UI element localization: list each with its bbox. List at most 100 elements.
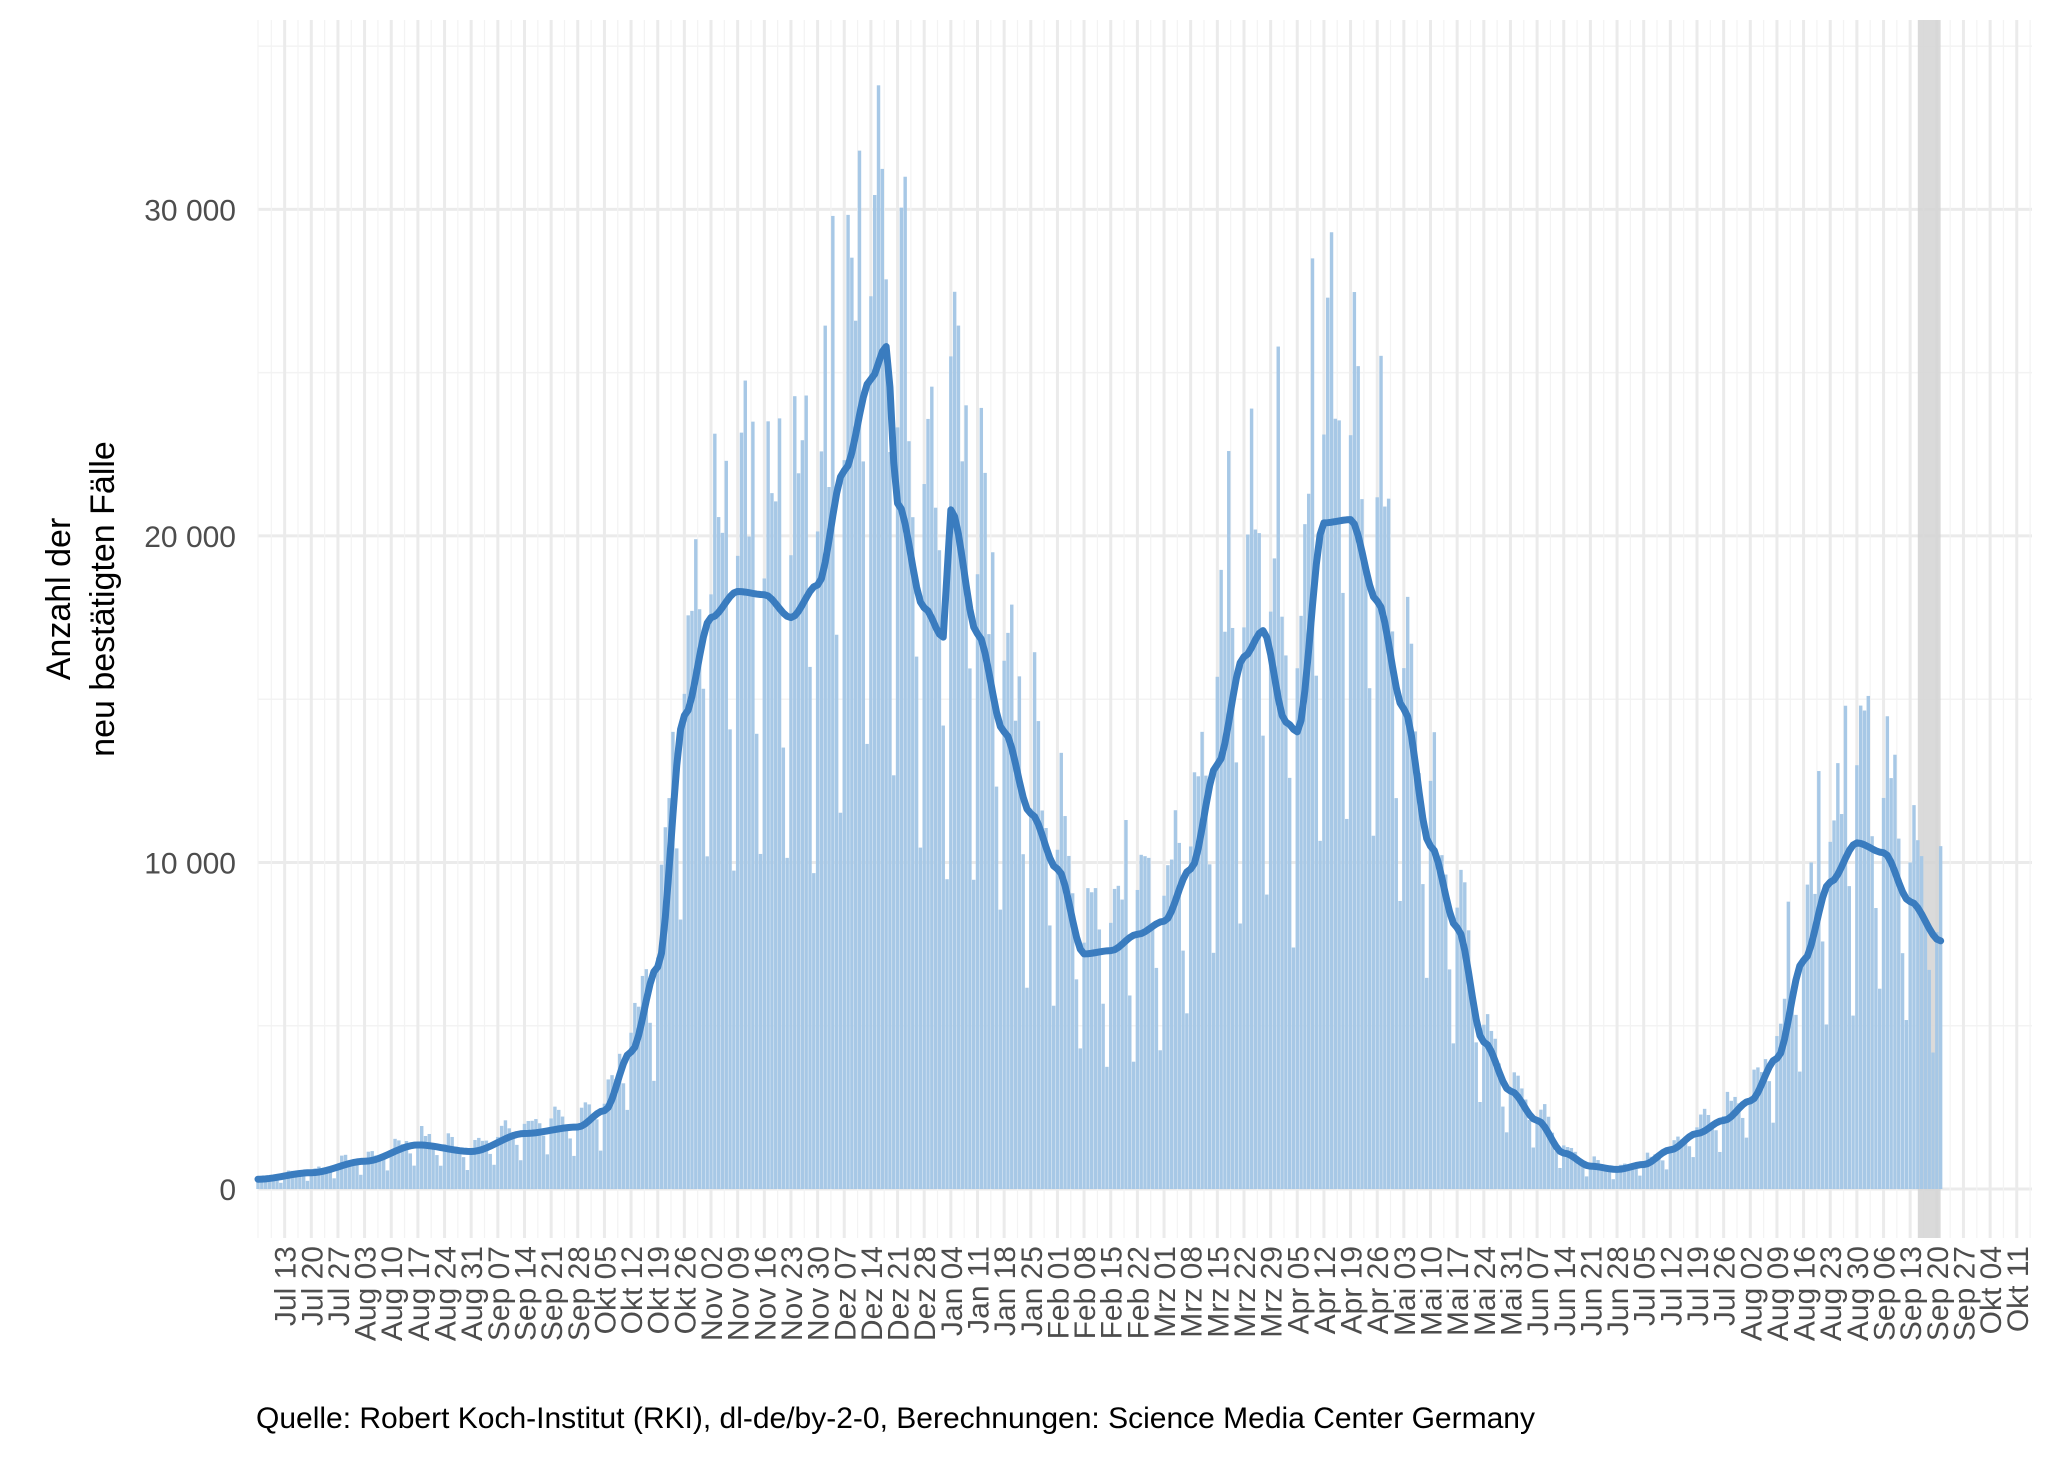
daily-bar bbox=[1836, 763, 1840, 1190]
daily-bar bbox=[530, 1120, 534, 1190]
daily-bar bbox=[1223, 631, 1227, 1190]
daily-bar bbox=[907, 441, 911, 1190]
daily-bar bbox=[1135, 889, 1140, 1190]
daily-bar bbox=[1626, 1165, 1631, 1190]
daily-bar bbox=[865, 743, 869, 1190]
x-tick-label: Jan 11 bbox=[963, 1246, 996, 1334]
daily-bar bbox=[313, 1168, 317, 1190]
daily-bar bbox=[1885, 716, 1890, 1190]
daily-bar bbox=[526, 1121, 531, 1190]
daily-bar bbox=[553, 1106, 557, 1190]
daily-bar bbox=[979, 407, 984, 1190]
daily-bar bbox=[937, 550, 942, 1190]
daily-bar bbox=[374, 1155, 378, 1190]
daily-bar bbox=[362, 1158, 367, 1190]
daily-bar bbox=[872, 195, 877, 1190]
x-tick-label: Mrz 08 bbox=[1176, 1246, 1209, 1338]
daily-bar bbox=[1672, 1140, 1676, 1190]
x-tick-label: Nov 02 bbox=[696, 1246, 729, 1341]
daily-bar bbox=[1683, 1136, 1688, 1190]
daily-bar bbox=[1208, 864, 1212, 1190]
x-tick-label: Sep 14 bbox=[509, 1246, 542, 1341]
daily-bar bbox=[621, 1083, 626, 1190]
x-tick-label: Jul 12 bbox=[1655, 1246, 1688, 1326]
daily-bar bbox=[895, 427, 900, 1190]
x-tick-label: Feb 01 bbox=[1042, 1246, 1075, 1339]
daily-bar bbox=[1227, 451, 1231, 1190]
daily-bar bbox=[1908, 862, 1912, 1190]
daily-bar bbox=[1268, 611, 1273, 1190]
daily-bar bbox=[492, 1164, 496, 1190]
daily-bar bbox=[1230, 627, 1235, 1190]
daily-bar bbox=[568, 1138, 572, 1190]
daily-bar bbox=[1756, 1067, 1760, 1190]
daily-bar bbox=[1763, 1059, 1768, 1190]
daily-bar bbox=[690, 610, 694, 1190]
daily-bar bbox=[545, 1154, 550, 1190]
daily-bar bbox=[667, 798, 671, 1190]
daily-bar bbox=[1021, 854, 1025, 1190]
daily-bar bbox=[1314, 675, 1319, 1190]
daily-bar bbox=[911, 517, 915, 1190]
daily-bar bbox=[1409, 643, 1414, 1190]
daily-bar bbox=[1128, 995, 1132, 1190]
daily-bar bbox=[1866, 695, 1871, 1190]
x-tick-label: Okt 26 bbox=[669, 1246, 702, 1334]
daily-bar bbox=[1657, 1155, 1661, 1190]
x-tick-label: Dez 07 bbox=[829, 1246, 862, 1341]
daily-bar bbox=[640, 975, 645, 1190]
daily-bar bbox=[1337, 420, 1341, 1190]
daily-bar bbox=[694, 539, 698, 1190]
daily-bar bbox=[263, 1177, 268, 1190]
daily-bar bbox=[1740, 1117, 1745, 1190]
daily-bar bbox=[1501, 1106, 1505, 1190]
daily-bar bbox=[1581, 1166, 1585, 1190]
x-tick-label: Nov 23 bbox=[776, 1246, 809, 1341]
daily-bar bbox=[747, 536, 751, 1190]
daily-bar bbox=[1055, 849, 1060, 1190]
daily-bar bbox=[754, 733, 759, 1190]
x-tick-label: Okt 12 bbox=[616, 1246, 649, 1334]
daily-bar bbox=[1851, 1015, 1855, 1190]
daily-bar bbox=[602, 1103, 607, 1190]
daily-bar bbox=[1893, 754, 1897, 1190]
daily-bar bbox=[1287, 777, 1292, 1190]
daily-bar bbox=[1935, 932, 1939, 1190]
daily-bar bbox=[1622, 1163, 1627, 1190]
daily-bar bbox=[793, 396, 797, 1190]
daily-bar bbox=[884, 279, 888, 1190]
daily-bar bbox=[1520, 1088, 1524, 1190]
daily-bar bbox=[1424, 977, 1429, 1190]
daily-bar bbox=[343, 1154, 348, 1190]
smoothed-series bbox=[254, 343, 1945, 1183]
daily-bar bbox=[378, 1157, 382, 1190]
x-tick-label: Jul 13 bbox=[270, 1246, 303, 1326]
daily-bar bbox=[1436, 862, 1440, 1190]
daily-bar bbox=[1649, 1156, 1654, 1190]
daily-bar bbox=[1839, 814, 1844, 1190]
daily-bar bbox=[724, 460, 728, 1190]
daily-bar bbox=[812, 873, 816, 1190]
x-tick-label: Apr 05 bbox=[1282, 1246, 1315, 1334]
daily-bar bbox=[1067, 855, 1071, 1190]
daily-bar bbox=[918, 847, 923, 1190]
daily-bar bbox=[423, 1135, 428, 1190]
daily-bar bbox=[1299, 615, 1303, 1190]
daily-bar bbox=[1558, 1167, 1562, 1190]
daily-bar bbox=[370, 1151, 374, 1190]
daily-bar bbox=[1295, 668, 1299, 1190]
daily-bar bbox=[1668, 1146, 1673, 1190]
daily-bar bbox=[1562, 1145, 1566, 1190]
daily-bar bbox=[1405, 596, 1410, 1190]
daily-bar bbox=[1234, 762, 1239, 1190]
daily-bar bbox=[1459, 869, 1463, 1190]
daily-bar bbox=[1702, 1108, 1707, 1190]
daily-bar bbox=[1010, 604, 1014, 1190]
daily-bar bbox=[735, 555, 740, 1190]
daily-bar bbox=[823, 325, 827, 1190]
daily-bar bbox=[1832, 820, 1836, 1190]
daily-bar bbox=[1569, 1147, 1574, 1190]
daily-bar bbox=[994, 786, 999, 1190]
daily-bar bbox=[1858, 705, 1863, 1190]
daily-bar bbox=[1767, 1081, 1772, 1190]
